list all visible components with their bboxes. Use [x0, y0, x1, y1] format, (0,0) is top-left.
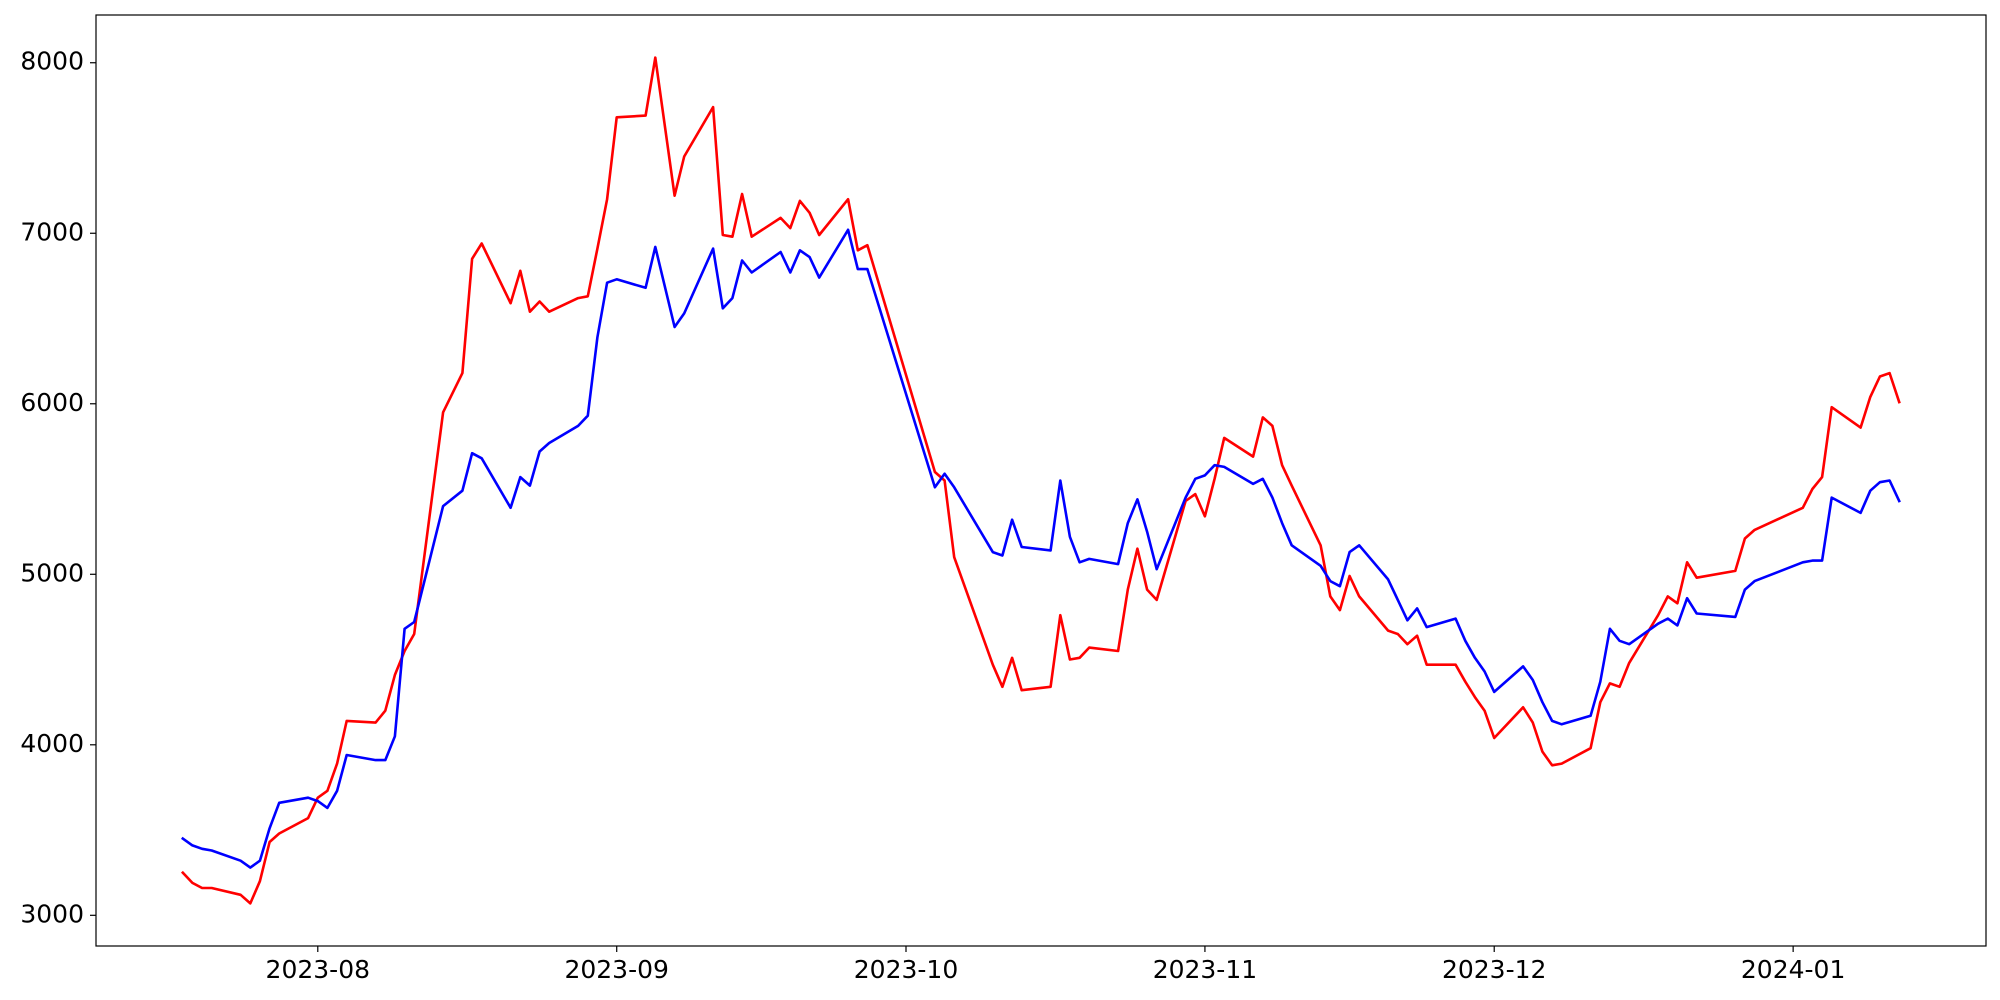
y-tick-label: 4000	[20, 729, 84, 758]
y-tick-label: 3000	[20, 899, 84, 928]
x-tick-label: 2023-08	[266, 955, 370, 984]
y-tick-label: 7000	[20, 217, 84, 246]
x-tick-label: 2023-11	[1153, 955, 1257, 984]
x-tick-label: 2023-10	[854, 955, 958, 984]
x-tick-label: 2023-12	[1442, 955, 1546, 984]
y-tick-label: 5000	[20, 558, 84, 587]
plot-area	[96, 15, 1986, 946]
plot-frame	[95, 14, 1987, 947]
x-tick-label: 2023-09	[564, 955, 668, 984]
line-series	[180, 56, 1901, 905]
line-series	[180, 228, 1901, 869]
y-tick-label: 8000	[20, 47, 84, 76]
x-tick-label: 2024-01	[1741, 955, 1845, 984]
y-tick-label: 6000	[20, 388, 84, 417]
